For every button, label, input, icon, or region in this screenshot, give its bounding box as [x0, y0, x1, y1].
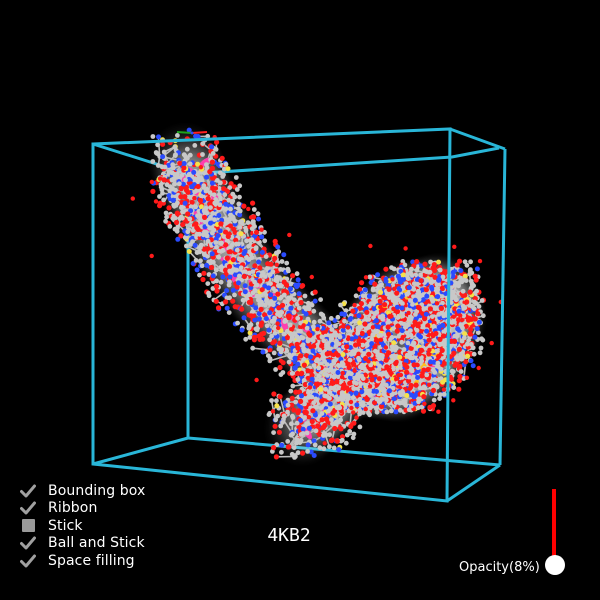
toggle-ball-and-stick-label: Ball and Stick: [48, 535, 145, 552]
opacity-slider-track[interactable]: [552, 489, 556, 563]
check-icon: [20, 500, 36, 516]
toggle-stick[interactable]: Stick: [20, 517, 145, 535]
toggle-ball-and-stick[interactable]: Ball and Stick: [20, 535, 145, 553]
check-icon: [20, 553, 36, 569]
bounding-box-back: [92, 142, 501, 467]
toggle-space-filling-label: Space filling: [48, 552, 135, 569]
toggle-stick-label: Stick: [48, 517, 83, 534]
display-options-legend: Bounding box Ribbon Stick Ball and Stick…: [20, 482, 145, 570]
toggle-space-filling[interactable]: Space filling: [20, 552, 145, 570]
bounding-box-front: [91, 127, 507, 503]
toggle-bounding-box-label: Bounding box: [48, 482, 146, 499]
toggle-ribbon[interactable]: Ribbon: [20, 500, 145, 518]
toggle-bounding-box[interactable]: Bounding box: [20, 482, 145, 500]
opacity-slider-handle[interactable]: [545, 555, 565, 575]
opacity-label: Opacity(8%): [459, 560, 540, 575]
check-icon: [20, 483, 36, 499]
axis-indicator-icon: [176, 131, 208, 135]
toggle-ribbon-label: Ribbon: [48, 500, 98, 517]
molecule-id-label: 4KB2: [267, 525, 311, 546]
check-icon: [20, 535, 36, 551]
unchecked-square-icon: [20, 518, 36, 534]
